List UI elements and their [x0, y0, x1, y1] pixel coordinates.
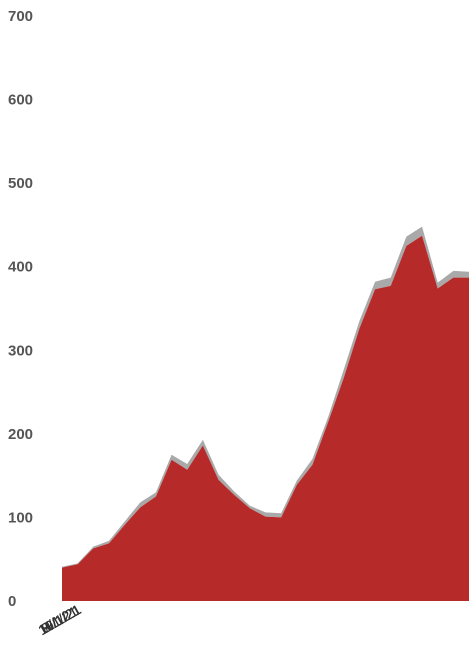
series-area-0: [62, 235, 469, 602]
y-tick-label: 300: [8, 342, 33, 359]
y-tick-label: 0: [8, 593, 16, 610]
y-tick-label: 200: [8, 426, 33, 443]
series-layer: [62, 226, 469, 602]
y-tick-label: 700: [8, 8, 33, 25]
x-tick-label: 12/1/21: [35, 601, 84, 638]
y-tick-label: 500: [8, 175, 33, 192]
y-tick-label: 100: [8, 509, 33, 526]
y-axis: 0 100 200 300 400 500 600 700: [8, 8, 33, 610]
y-tick-label: 600: [8, 92, 33, 109]
y-tick-label: 400: [8, 259, 33, 276]
